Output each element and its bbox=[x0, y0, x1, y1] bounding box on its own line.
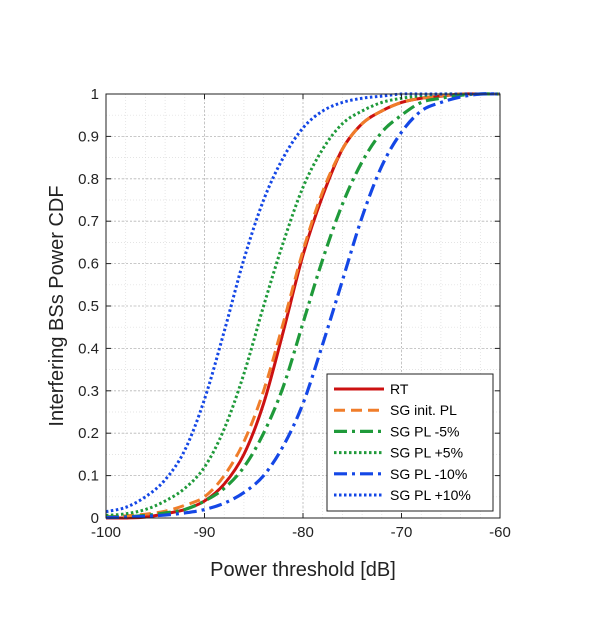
x-tick-label: -70 bbox=[391, 524, 413, 541]
y-tick-label: 0.9 bbox=[78, 128, 99, 145]
y-tick-label: 0 bbox=[91, 510, 99, 527]
y-tick-label: 0.8 bbox=[78, 171, 99, 188]
x-tick-labels: -100 -90 -80 -70 -60 bbox=[91, 524, 511, 541]
legend-label-sg-init-pl: SG init. PL bbox=[390, 402, 457, 418]
y-tick-label: 0.1 bbox=[78, 468, 99, 485]
legend-label-rt: RT bbox=[390, 381, 409, 397]
x-tick-label: -80 bbox=[292, 524, 314, 541]
series-line-sg-pl-5 bbox=[105, 92, 501, 519]
y-tick-label: 0.4 bbox=[78, 340, 99, 357]
legend: RT SG init. PL SG PL -5% SG PL +5% SG PL -10… bbox=[326, 373, 494, 512]
x-tick-label: -100 bbox=[91, 524, 121, 541]
legend-label-sg-pl-5: SG PL -5% bbox=[390, 423, 460, 439]
y-tick-label: 1 bbox=[91, 86, 99, 103]
x-tick-label: -90 bbox=[194, 524, 216, 541]
y-tick-label: 0.2 bbox=[78, 425, 99, 442]
x-axis-label: Power threshold [dB] bbox=[210, 559, 396, 581]
series-line-sg-pl-5 bbox=[105, 92, 500, 517]
y-axis-label: Interfering BSs Power CDF bbox=[46, 185, 68, 426]
x-tick-label: -60 bbox=[489, 524, 511, 541]
tick-marks bbox=[105, 93, 501, 519]
legend-label-sg-pl-10: SG PL +10% bbox=[390, 487, 471, 503]
series-line-sg-pl-10 bbox=[105, 92, 501, 520]
legend-box bbox=[326, 373, 494, 512]
y-tick-labels: 0 0.1 0.2 0.3 0.4 0.5 0.6 0.7 0.8 0.9 1 bbox=[78, 86, 99, 527]
y-tick-label: 0.6 bbox=[78, 256, 99, 273]
legend-label-sg-pl-5: SG PL +5% bbox=[390, 445, 463, 461]
y-tick-label: 0.3 bbox=[78, 383, 99, 400]
legend-label-sg-pl-10: SG PL -10% bbox=[390, 466, 467, 482]
y-tick-label: 0.7 bbox=[78, 213, 99, 230]
series-layer bbox=[105, 92, 501, 520]
y-tick-label: 0.5 bbox=[78, 298, 99, 315]
